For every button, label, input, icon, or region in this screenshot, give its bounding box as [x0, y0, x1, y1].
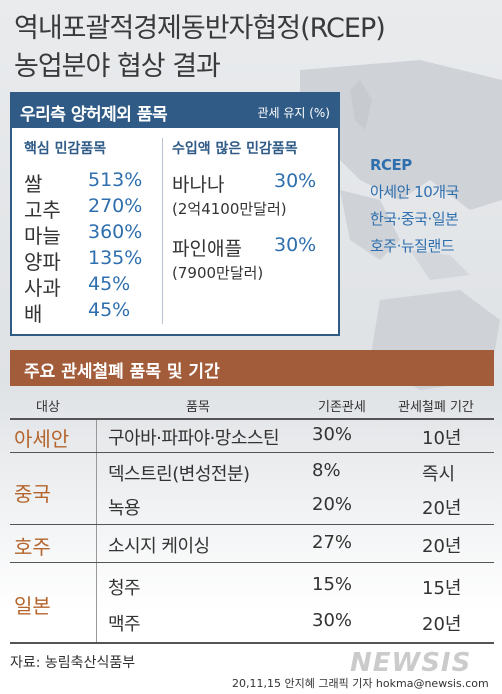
core-item-row: 사과 45% [24, 272, 160, 300]
import-item-value: 30% [274, 234, 317, 256]
group-label: 아세안 [14, 427, 70, 451]
page-title: 역내포괄적경제동반자협정(RCEP) [14, 13, 386, 44]
map-landmass-korea-japan [350, 80, 372, 130]
group-label: 호주 [14, 535, 51, 559]
map-landmass-asia [300, 60, 502, 210]
core-item-row: 쌀 513% [24, 168, 160, 196]
core-item-row: 마늘 360% [24, 220, 160, 248]
core-item-value: 135% [88, 247, 143, 269]
import-item-amount: (2억4100만달러) [172, 200, 287, 218]
period-cell: 즉시 [422, 464, 456, 485]
core-item-name: 마늘 [24, 224, 61, 248]
core-item-row: 배 45% [24, 298, 160, 326]
base-tariff-cell: 27% [312, 532, 353, 553]
import-item-name: 바나나 [172, 174, 225, 196]
core-item-value: 513% [88, 169, 143, 191]
exclusion-header: 우리측 양허제외 품목 관세 유지 (%) [12, 94, 338, 128]
table-row: 녹용 20% 20년 [10, 490, 494, 521]
column-header-base: 기존관세 [318, 400, 366, 415]
import-item-amount: (7900만달러) [172, 264, 264, 282]
core-item-value: 270% [88, 195, 143, 217]
tariff-header: 주요 관세철폐 품목 및 기간 [10, 350, 494, 386]
core-item-row: 고추 270% [24, 194, 160, 222]
table-bottom-border [10, 642, 494, 644]
column-header-item: 품목 [186, 400, 210, 415]
newsis-logo: NEWSIS [350, 648, 472, 678]
rcep-member-line: 한국·중국·일본 [370, 210, 459, 228]
group-divider [10, 524, 494, 525]
tariff-heading: 주요 관세철폐 품목 및 기간 [24, 362, 220, 382]
column-header-target: 대상 [36, 400, 60, 415]
group-divider [10, 452, 494, 453]
page-subtitle: 농업분야 협상 결과 [14, 51, 221, 82]
import-item-value: 30% [274, 170, 317, 192]
source-note: 자료: 농림축산식품부 [10, 655, 136, 671]
table-row: 맥주 30% 20년 [10, 606, 494, 637]
exclusion-heading: 우리측 양허제외 품목 [20, 105, 168, 125]
core-item-name: 고추 [24, 198, 61, 222]
item-cell: 덱스트린(변성전분) [108, 464, 250, 485]
base-tariff-cell: 30% [312, 610, 353, 631]
item-cell: 녹용 [108, 498, 141, 519]
group-divider [10, 562, 494, 563]
base-tariff-cell: 30% [312, 424, 353, 445]
group-label: 일본 [14, 594, 51, 618]
exclusion-panel: 우리측 양허제외 품목 관세 유지 (%) 핵심 민감품목 쌀 513% 고추 … [10, 92, 340, 336]
core-item-name: 사과 [24, 276, 61, 300]
core-item-row: 양파 135% [24, 246, 160, 274]
item-cell: 구아바·파파야·망소스틴 [108, 428, 280, 449]
period-cell: 15년 [422, 578, 462, 599]
table-row: 소시지 케이싱 27% 20년 [10, 528, 494, 559]
rcep-member-line: 호주·뉴질랜드 [370, 237, 455, 255]
core-item-value: 45% [88, 273, 131, 295]
map-landmass-southeast-asia [340, 190, 400, 260]
import-item-name: 파인애플 [172, 238, 242, 260]
base-tariff-cell: 8% [312, 460, 341, 481]
rcep-member-line: 아세안 10개국 [370, 183, 459, 201]
rcep-members: RCEP 아세안 10개국 한국·중국·일본 호주·뉴질랜드 [370, 152, 495, 260]
table-row: 구아바·파파야·망소스틴 30% 10년 [10, 420, 494, 451]
map-landmass-islands [410, 250, 470, 280]
base-tariff-cell: 15% [312, 574, 353, 595]
core-item-name: 양파 [24, 250, 61, 274]
group-label: 중국 [14, 482, 51, 506]
period-cell: 10년 [422, 428, 462, 449]
core-item-name: 배 [24, 302, 43, 326]
table-row: 덱스트린(변성전분) 8% 즉시 [10, 456, 494, 487]
period-cell: 20년 [422, 614, 462, 635]
core-items-heading: 핵심 민감품목 [24, 141, 107, 157]
item-cell: 맥주 [108, 614, 141, 635]
exclusion-unit: 관세 유지 (%) [257, 106, 330, 120]
core-item-name: 쌀 [24, 172, 43, 196]
period-cell: 20년 [422, 498, 462, 519]
core-item-value: 360% [88, 221, 143, 243]
base-tariff-cell: 20% [312, 494, 353, 515]
core-item-value: 45% [88, 299, 131, 321]
import-items-heading: 수입액 많은 민감품목 [172, 141, 298, 157]
rcep-title: RCEP [370, 156, 412, 174]
item-cell: 소시지 케이싱 [108, 536, 210, 557]
period-cell: 20년 [422, 536, 462, 557]
column-divider [162, 138, 163, 324]
item-cell: 청주 [108, 578, 141, 599]
table-row: 청주 15% 15년 [10, 570, 494, 601]
tariff-table-header: 대상 품목 기존관세 관세철폐 기간 [10, 394, 494, 420]
table-column-divider [96, 420, 97, 642]
credit-line: 20,11,15 안지혜 그래픽 기자 hokma@newsis.com [232, 677, 489, 690]
column-header-period: 관세철폐 기간 [398, 400, 474, 415]
